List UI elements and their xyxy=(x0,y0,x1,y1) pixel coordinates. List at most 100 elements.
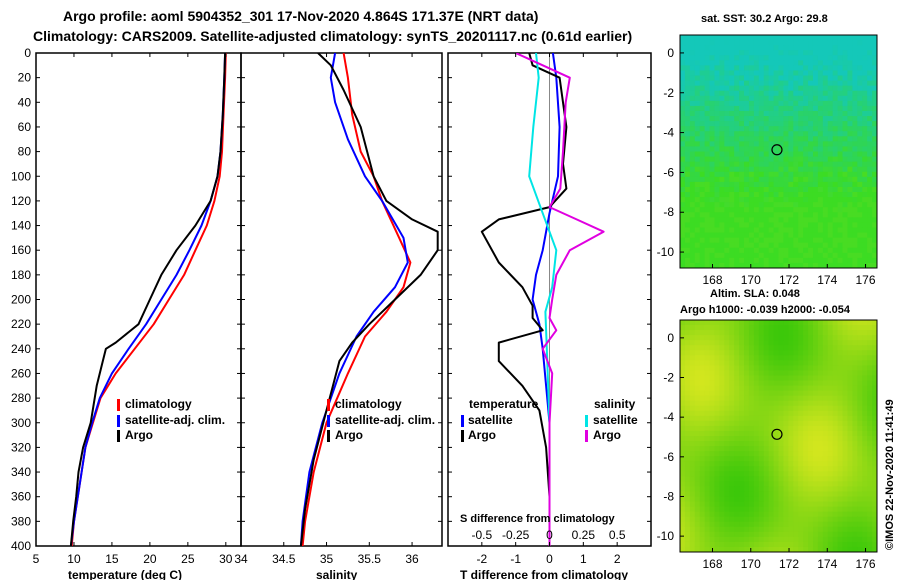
map-cell xyxy=(847,131,853,137)
map-cell xyxy=(788,227,794,234)
map-cell xyxy=(832,75,839,82)
map-x-tick-label: 172 xyxy=(779,557,799,571)
map-cell xyxy=(714,415,720,422)
map-cell xyxy=(694,75,701,82)
map-cell xyxy=(739,360,745,366)
map-cell xyxy=(724,446,730,452)
map-cell xyxy=(724,40,730,46)
map-cell xyxy=(763,197,770,203)
map-cell xyxy=(768,70,775,77)
map-cell xyxy=(778,476,785,482)
map-cell xyxy=(842,400,849,407)
map-cell xyxy=(684,105,691,112)
map-cell xyxy=(852,355,858,361)
map-cell xyxy=(719,197,725,203)
map-cell xyxy=(729,451,735,457)
map-cell xyxy=(788,85,794,92)
map-cell xyxy=(753,410,760,417)
map-cell xyxy=(827,481,834,488)
map-cell xyxy=(803,202,809,208)
map-cell xyxy=(798,415,804,422)
x2-tick-label: -0.5 xyxy=(471,528,492,542)
map-cell xyxy=(862,262,868,268)
map-cell xyxy=(798,212,804,218)
map-cell xyxy=(862,85,868,92)
map-cell xyxy=(739,105,745,112)
map-cell xyxy=(788,430,794,437)
map-cell xyxy=(694,242,701,249)
map-cell xyxy=(872,75,877,82)
map-cell xyxy=(872,40,877,46)
map-cell xyxy=(812,365,819,372)
map-cell xyxy=(837,420,844,427)
map-cell xyxy=(832,546,839,552)
map-cell xyxy=(862,186,868,193)
map-cell xyxy=(758,131,765,137)
map-cell xyxy=(699,430,706,437)
map-cell xyxy=(837,262,844,268)
map-cell xyxy=(827,365,834,372)
map-cell xyxy=(867,461,873,467)
map-cell xyxy=(778,451,785,457)
map-cell xyxy=(812,526,819,533)
map-cell xyxy=(822,35,829,41)
map-cell xyxy=(719,121,725,127)
map-cell xyxy=(793,186,799,193)
map-cell xyxy=(837,197,844,203)
map-cell xyxy=(822,456,829,462)
map-cell xyxy=(724,476,730,482)
map-cell xyxy=(783,436,789,442)
map-cell xyxy=(778,511,785,518)
map-cell xyxy=(867,212,873,218)
map-cell xyxy=(847,151,853,158)
map-cell xyxy=(788,541,794,548)
map-cell xyxy=(699,40,706,46)
map-cell xyxy=(704,491,711,498)
map-cell xyxy=(704,345,711,351)
map-cell xyxy=(680,531,686,538)
map-cell xyxy=(699,466,706,472)
map-cell xyxy=(684,400,691,407)
map-cell xyxy=(714,121,720,127)
map-cell xyxy=(817,55,824,61)
map-cell xyxy=(719,451,725,457)
map-cell xyxy=(817,90,824,97)
map-cell xyxy=(808,320,814,326)
map-cell xyxy=(812,212,819,218)
map-cell xyxy=(719,375,725,382)
map-cell xyxy=(788,360,794,366)
map-cell xyxy=(753,85,760,92)
map-cell xyxy=(817,50,824,56)
map-cell xyxy=(788,247,794,254)
map-cell xyxy=(788,232,794,239)
map-cell xyxy=(699,45,706,51)
map-cell xyxy=(773,105,780,112)
map-cell xyxy=(857,252,863,259)
map-cell xyxy=(832,380,839,387)
map-cell xyxy=(680,491,686,498)
map-cell xyxy=(714,466,720,472)
map-cell xyxy=(793,171,799,178)
map-cell xyxy=(857,451,863,457)
map-cell xyxy=(689,360,696,366)
map-cell xyxy=(847,126,853,132)
map-cell xyxy=(842,247,849,254)
map-cell xyxy=(867,456,873,462)
map-cell xyxy=(724,410,730,417)
map-cell xyxy=(803,60,809,66)
map-cell xyxy=(704,526,711,533)
map-cell xyxy=(862,136,868,142)
map-cell xyxy=(768,501,775,508)
map-cell xyxy=(680,161,686,168)
map-cell xyxy=(748,161,755,168)
map-cell xyxy=(694,430,701,437)
map-cell xyxy=(812,192,819,198)
map-cell xyxy=(763,212,770,218)
map-cell xyxy=(739,456,745,462)
map-cell xyxy=(719,471,725,477)
map-cell xyxy=(739,207,745,213)
map-cell xyxy=(827,121,834,127)
map-cell xyxy=(803,156,809,163)
map-cell xyxy=(798,390,804,397)
map-cell xyxy=(734,65,740,72)
